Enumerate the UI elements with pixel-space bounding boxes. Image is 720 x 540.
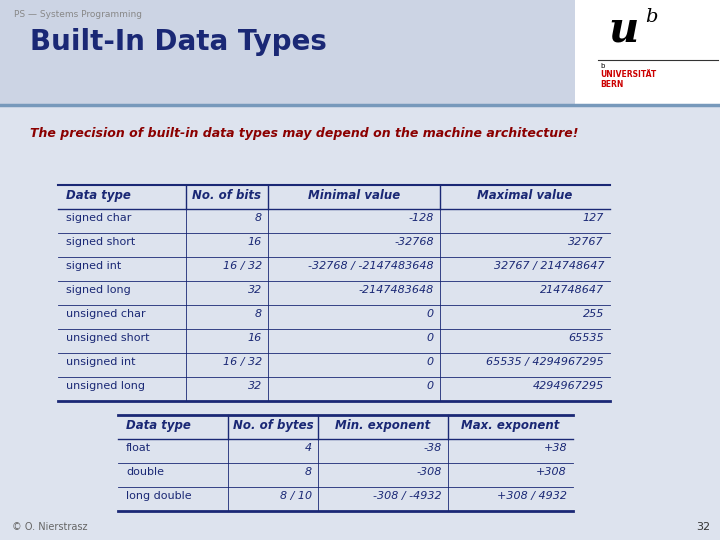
Text: BERN: BERN xyxy=(600,80,624,89)
Text: 0: 0 xyxy=(427,309,434,319)
Text: Maximal value: Maximal value xyxy=(477,189,572,202)
Text: +308 / 4932: +308 / 4932 xyxy=(497,491,567,501)
Bar xyxy=(0,0,720,105)
Text: 8: 8 xyxy=(255,309,262,319)
Text: -32768 / -2147483648: -32768 / -2147483648 xyxy=(308,261,434,271)
Text: 8: 8 xyxy=(305,467,312,477)
Text: -308 / -4932: -308 / -4932 xyxy=(374,491,442,501)
Text: 8: 8 xyxy=(255,213,262,223)
Text: 65535 / 4294967295: 65535 / 4294967295 xyxy=(487,357,604,367)
Text: 4: 4 xyxy=(305,443,312,453)
Text: -32768: -32768 xyxy=(395,237,434,247)
Text: -128: -128 xyxy=(409,213,434,223)
Text: signed short: signed short xyxy=(66,237,135,247)
Text: PS — Systems Programming: PS — Systems Programming xyxy=(14,10,142,19)
Text: -38: -38 xyxy=(424,443,442,453)
Text: unsigned long: unsigned long xyxy=(66,381,145,391)
Text: 127: 127 xyxy=(582,213,604,223)
Text: +308: +308 xyxy=(536,467,567,477)
Text: -308: -308 xyxy=(417,467,442,477)
Text: 32: 32 xyxy=(696,522,710,532)
Text: unsigned int: unsigned int xyxy=(66,357,135,367)
Text: signed char: signed char xyxy=(66,213,131,223)
Text: 0: 0 xyxy=(427,357,434,367)
Text: 16 / 32: 16 / 32 xyxy=(222,357,262,367)
Text: Data type: Data type xyxy=(126,419,191,432)
Text: No. of bits: No. of bits xyxy=(192,189,261,202)
Text: 4294967295: 4294967295 xyxy=(533,381,604,391)
Text: 255: 255 xyxy=(582,309,604,319)
Text: Min. exponent: Min. exponent xyxy=(336,419,431,432)
Text: 16: 16 xyxy=(248,333,262,343)
Text: Minimal value: Minimal value xyxy=(308,189,400,202)
Text: b: b xyxy=(645,8,657,26)
Bar xyxy=(575,0,720,105)
Text: +38: +38 xyxy=(544,443,567,453)
Text: 16 / 32: 16 / 32 xyxy=(222,261,262,271)
Text: -2147483648: -2147483648 xyxy=(359,285,434,295)
Text: 65535: 65535 xyxy=(568,333,604,343)
Text: 214748647: 214748647 xyxy=(540,285,604,295)
Text: 0: 0 xyxy=(427,381,434,391)
Text: long double: long double xyxy=(126,491,192,501)
Text: Built-In Data Types: Built-In Data Types xyxy=(30,28,327,56)
Text: double: double xyxy=(126,467,164,477)
Text: signed int: signed int xyxy=(66,261,121,271)
Text: 32: 32 xyxy=(248,381,262,391)
Text: UNIVERSITÄT: UNIVERSITÄT xyxy=(600,70,656,79)
Text: 8 / 10: 8 / 10 xyxy=(280,491,312,501)
Text: No. of bytes: No. of bytes xyxy=(233,419,313,432)
Text: 32767: 32767 xyxy=(568,237,604,247)
Text: 32: 32 xyxy=(248,285,262,295)
Text: Data type: Data type xyxy=(66,189,131,202)
Text: b: b xyxy=(600,63,604,69)
Text: signed long: signed long xyxy=(66,285,131,295)
Text: © O. Nierstrasz: © O. Nierstrasz xyxy=(12,522,88,532)
Text: 16: 16 xyxy=(248,237,262,247)
Text: Max. exponent: Max. exponent xyxy=(462,419,559,432)
Text: 32767 / 214748647: 32767 / 214748647 xyxy=(493,261,604,271)
Text: unsigned char: unsigned char xyxy=(66,309,145,319)
Text: unsigned short: unsigned short xyxy=(66,333,150,343)
Text: float: float xyxy=(126,443,151,453)
Text: u: u xyxy=(608,8,638,50)
Text: 0: 0 xyxy=(427,333,434,343)
Text: The precision of built-in data types may depend on the machine architecture!: The precision of built-in data types may… xyxy=(30,127,578,140)
